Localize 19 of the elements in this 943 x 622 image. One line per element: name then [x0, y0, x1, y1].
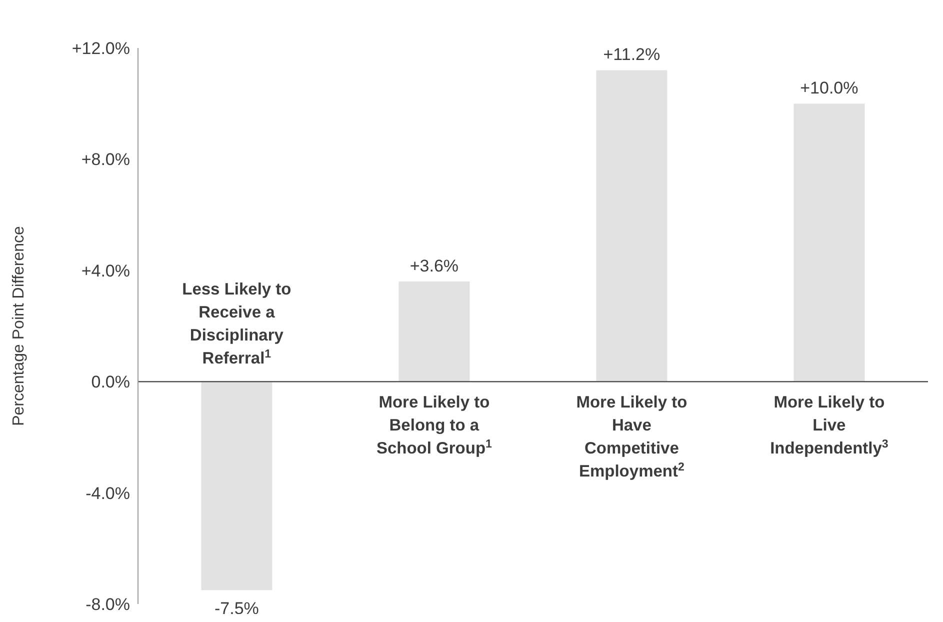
- y-tick-label: -4.0%: [86, 484, 130, 503]
- x-tick-label: More Likely to Have Competitive Employment$^{2}$: [576, 394, 688, 481]
- x-tick-label: Less Likely to Receive a Disciplinary Referral$^{1}$: [182, 280, 292, 368]
- bar: [201, 382, 272, 590]
- data-label: +10.0%: [800, 78, 858, 98]
- data-label: -7.5%: [214, 599, 259, 618]
- bar: [794, 104, 865, 382]
- y-tick-label: -8.0%: [86, 595, 130, 614]
- x-tick-label: More Likely to Live Independently$^{3}$: [770, 394, 888, 458]
- y-tick-label: +4.0%: [81, 261, 130, 280]
- x-tick-label: More Likely to Belong to a School Group$^{1}$: [376, 394, 493, 458]
- bar: [398, 282, 470, 382]
- y-tick-label: +12.0%: [72, 39, 130, 58]
- bar: [596, 70, 668, 382]
- y-axis-title: Percentage Point Difference: [10, 226, 28, 426]
- data-label: +11.2%: [603, 45, 660, 64]
- y-tick-label: 0.0%: [91, 372, 130, 392]
- y-tick-label: +8.0%: [81, 150, 130, 170]
- data-label: +3.6%: [410, 256, 459, 276]
